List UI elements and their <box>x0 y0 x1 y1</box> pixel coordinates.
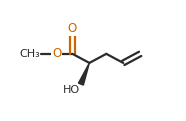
Text: O: O <box>52 47 61 60</box>
Polygon shape <box>78 63 89 85</box>
Text: O: O <box>68 22 77 35</box>
Text: CH₃: CH₃ <box>19 49 40 59</box>
Text: HO: HO <box>63 85 80 95</box>
